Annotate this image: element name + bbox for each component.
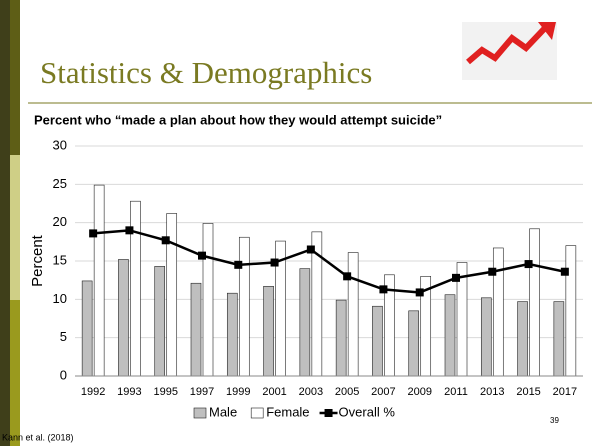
bar bbox=[492, 247, 504, 377]
bar bbox=[263, 285, 274, 377]
x-tick-label: 2005 bbox=[335, 386, 359, 398]
marker bbox=[343, 272, 352, 281]
bar bbox=[299, 268, 311, 377]
bar bbox=[335, 299, 347, 377]
line bbox=[93, 229, 566, 294]
bar bbox=[238, 236, 250, 377]
side-bar bbox=[10, 0, 20, 155]
legend-label: Female bbox=[266, 404, 309, 419]
marker bbox=[125, 226, 134, 235]
y-tick-label: 25 bbox=[53, 176, 67, 191]
bar bbox=[529, 228, 540, 377]
x-tick-label: 2001 bbox=[262, 386, 286, 398]
x-tick-label: 2003 bbox=[299, 386, 323, 398]
marker bbox=[234, 260, 243, 269]
bar bbox=[565, 245, 577, 377]
x-tick-label: 1995 bbox=[153, 386, 177, 398]
x-tick-label: 2007 bbox=[371, 386, 395, 398]
side-bar bbox=[10, 155, 20, 300]
legend-symbol bbox=[324, 409, 333, 417]
marker bbox=[306, 245, 315, 254]
y-tick-label: 30 bbox=[53, 137, 67, 152]
marker bbox=[524, 260, 533, 269]
bar bbox=[408, 310, 420, 377]
marker bbox=[560, 267, 569, 276]
x-tick-label: 1997 bbox=[190, 386, 214, 398]
x-tick-label: 1992 bbox=[81, 386, 105, 398]
x-tick-label: 2017 bbox=[553, 386, 577, 398]
bar bbox=[93, 184, 105, 377]
chart-title: Percent who “made a plan about how they … bbox=[34, 112, 442, 127]
page-number: 39 bbox=[550, 416, 559, 425]
y-tick-label: 20 bbox=[53, 214, 67, 229]
x-tick-label: 2015 bbox=[516, 386, 540, 398]
bar bbox=[480, 297, 492, 377]
marker bbox=[379, 285, 388, 294]
citation: Kann et al. (2018) bbox=[2, 432, 74, 442]
bar bbox=[202, 223, 214, 377]
legend-symbol bbox=[193, 407, 207, 419]
marker bbox=[198, 251, 206, 260]
bar bbox=[553, 301, 565, 377]
marker bbox=[415, 288, 424, 297]
slide-title: Statistics & Demographics bbox=[40, 55, 372, 90]
bar bbox=[81, 280, 93, 377]
y-axis-label: Percent bbox=[29, 234, 46, 287]
y-tick-label: 0 bbox=[60, 367, 67, 382]
x-tick-label: 2011 bbox=[444, 386, 468, 398]
legend-label: Overall % bbox=[339, 404, 396, 419]
marker bbox=[452, 273, 460, 282]
bar bbox=[154, 266, 166, 377]
y-tick-label: 5 bbox=[60, 329, 67, 344]
trend-icon bbox=[462, 22, 557, 80]
bar bbox=[226, 292, 238, 377]
x-tick-label: 2013 bbox=[480, 386, 504, 398]
bar bbox=[444, 294, 456, 377]
bar bbox=[517, 301, 528, 377]
bar bbox=[118, 259, 129, 377]
marker bbox=[161, 236, 170, 245]
bar bbox=[347, 252, 359, 377]
y-tick-label: 10 bbox=[53, 291, 67, 306]
legend-label: Male bbox=[209, 404, 237, 419]
bar bbox=[190, 282, 202, 377]
marker bbox=[270, 258, 279, 267]
x-tick-label: 2009 bbox=[407, 386, 431, 398]
x-tick-label: 1993 bbox=[117, 386, 141, 398]
marker bbox=[488, 267, 497, 276]
side-bar bbox=[10, 300, 20, 446]
x-tick-label: 1999 bbox=[226, 386, 250, 398]
y-tick-label: 15 bbox=[53, 252, 67, 267]
bar bbox=[372, 305, 383, 377]
legend-symbol bbox=[250, 407, 264, 419]
side-bar bbox=[0, 0, 10, 446]
marker bbox=[89, 229, 98, 238]
